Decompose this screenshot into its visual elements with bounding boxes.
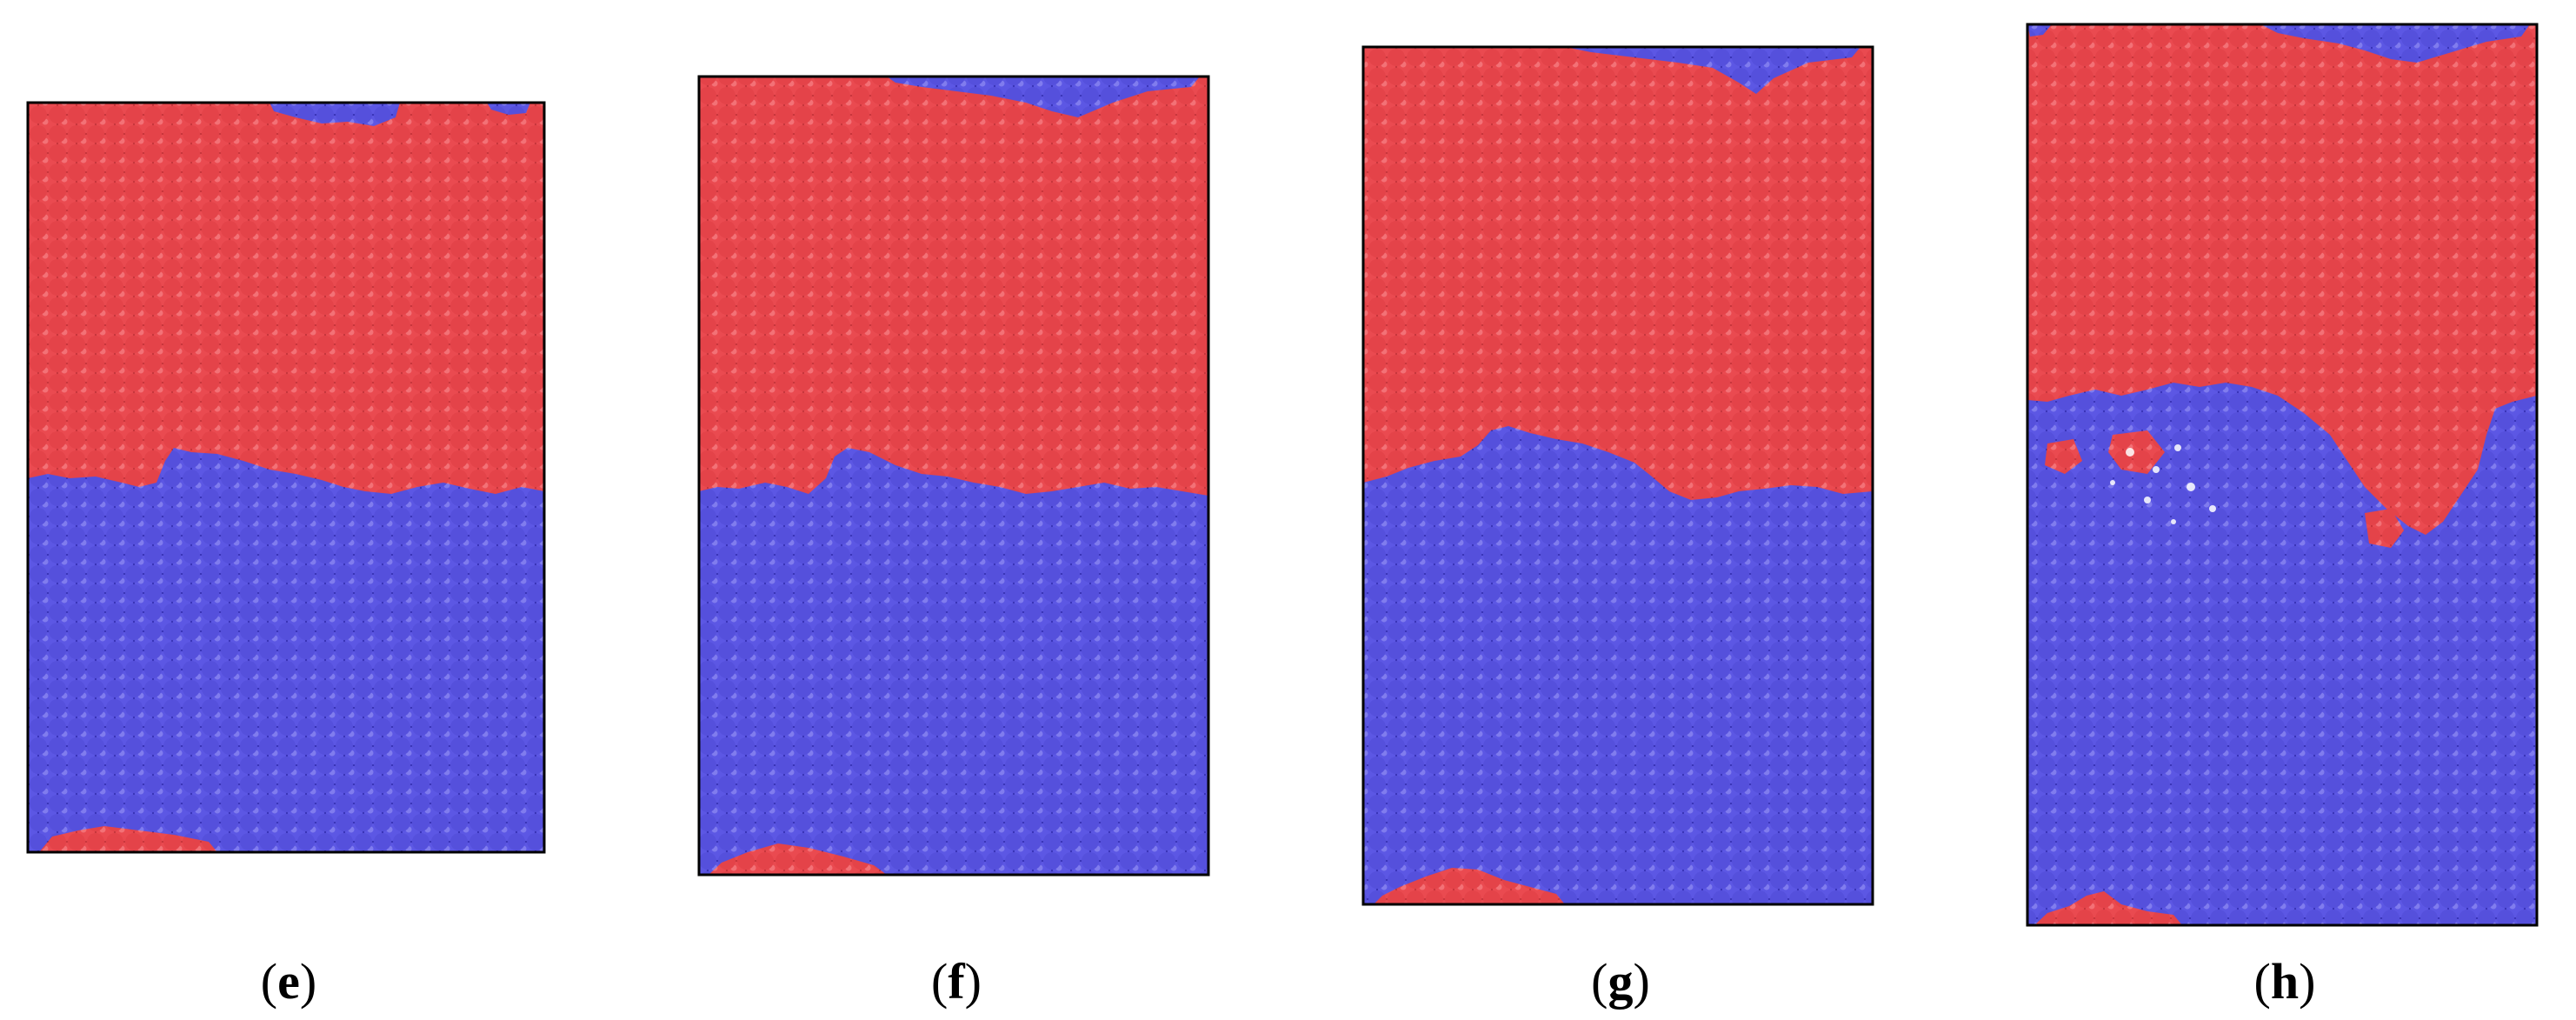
panel-h-interface-mixing-red-1	[2108, 430, 2165, 474]
panel-f-top-blue-fringe	[887, 77, 1200, 117]
panel-label-g: (g)	[1591, 952, 1650, 1010]
label-letter: f	[948, 953, 965, 1010]
label-open-paren: (	[2253, 953, 2271, 1010]
panel-g-top-blue-fringe	[1565, 47, 1860, 94]
panel-e-top-blue-fringe	[270, 103, 530, 126]
panel-f-red-region	[699, 77, 1208, 496]
panel-f-bottom-red-seed	[709, 843, 887, 875]
panel-label-h: (h)	[2254, 952, 2316, 1010]
panel-e-box	[26, 101, 546, 854]
panel-h	[2026, 23, 2539, 927]
label-open-paren: (	[1591, 953, 1608, 1010]
panel-g-box	[1361, 45, 1874, 906]
label-letter: e	[277, 953, 300, 1010]
panel-h-top-blue-fringe	[2027, 24, 2530, 63]
label-close-paren: )	[1633, 953, 1650, 1010]
panel-e-bottom-red-seed	[39, 826, 217, 852]
panel-e-red-region	[28, 103, 544, 494]
label-letter: h	[2270, 953, 2300, 1010]
panel-e	[26, 101, 546, 854]
label-letter: g	[1608, 953, 1634, 1010]
label-open-paren: (	[931, 953, 949, 1010]
panel-label-e: (e)	[261, 952, 316, 1010]
panel-h-red-region	[2027, 24, 2537, 535]
label-close-paren: )	[2299, 953, 2316, 1010]
panel-g-red-region	[1363, 47, 1873, 500]
panel-label-f: (f)	[931, 952, 982, 1010]
label-open-paren: (	[260, 953, 278, 1010]
panel-f-box	[697, 75, 1210, 877]
panel-h-interface-mixing-red-3	[2045, 439, 2082, 474]
panel-h-box	[2026, 23, 2539, 927]
panel-h-bottom-red-seed	[2034, 891, 2182, 925]
panel-g	[1361, 45, 1874, 906]
panel-g-bottom-red-seed	[1374, 868, 1565, 904]
label-close-paren: )	[299, 953, 317, 1010]
label-close-paren: )	[964, 953, 982, 1010]
panel-f	[697, 75, 1210, 877]
panel-h-voids	[2110, 444, 2216, 524]
panel-h-interface-mixing-red-2	[2365, 509, 2404, 548]
